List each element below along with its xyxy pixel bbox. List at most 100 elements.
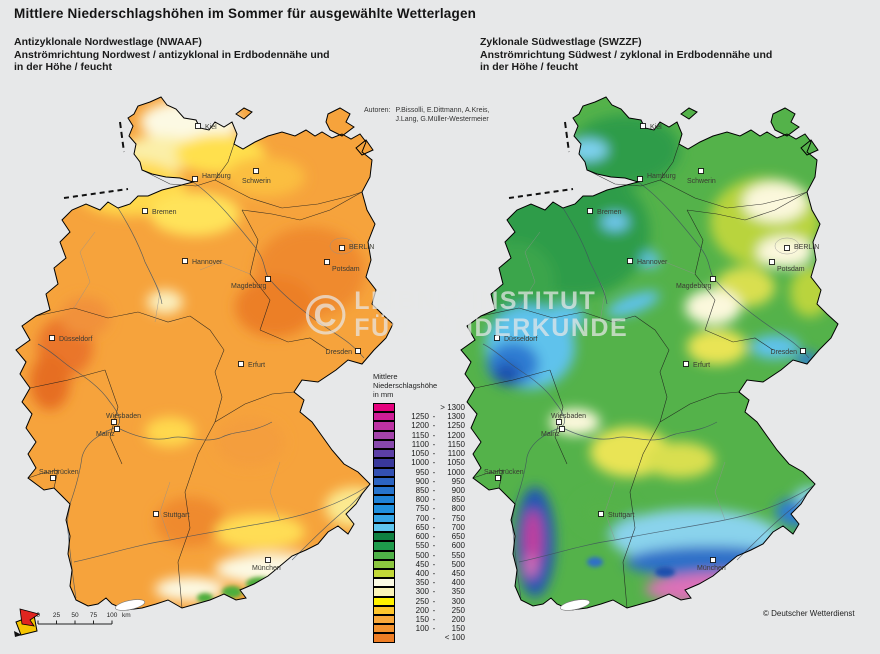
city-marker: [355, 348, 361, 354]
legend-swatch: [373, 596, 395, 606]
left-map-heading-line2: Anströmrichtung Nordwest / antizyklonal …: [14, 48, 330, 61]
left-map-heading-line3: in der Höhe / feucht: [14, 61, 113, 73]
city-label: Düsseldorf: [59, 336, 93, 343]
city-marker: [640, 123, 646, 129]
authors-credit: Autoren: P.Bissolli, E.Dittmann, A.Kreis…: [364, 107, 490, 124]
city-label: Erfurt: [693, 362, 710, 369]
cities-right: Kiel Hamburg Schwerin Bremen BERLIN Potsdam Ha…: [484, 123, 819, 572]
legend-row: 150-200: [373, 615, 473, 625]
city-label: Hamburg: [202, 173, 231, 180]
legend-label: 200-250: [415, 605, 465, 615]
legend-label: 650-700: [415, 522, 465, 532]
right-map-heading-line3: in der Höhe / feucht: [480, 61, 579, 73]
city-label: Düsseldorf: [504, 336, 538, 343]
legend-row: 1050-1100: [373, 449, 473, 459]
city-label: Schwerin: [242, 178, 271, 185]
legend-row: > 1300: [373, 403, 473, 413]
institute-logo-graphic: [14, 608, 40, 637]
city-marker: [49, 335, 55, 341]
city-marker: [339, 245, 345, 251]
right-map-heading-line1: Zyklonale Südwestlage (SWZZF): [480, 36, 642, 48]
city-marker: [587, 208, 593, 214]
city-label: Hannover: [637, 259, 668, 266]
city-label: Dresden: [771, 349, 798, 356]
legend-label: 500-550: [415, 550, 465, 560]
legend-swatch: [373, 495, 395, 505]
city-label: München: [252, 565, 281, 572]
right-map-heading-line2: Anströmrichtung Südwest / zyklonal in Er…: [480, 48, 773, 61]
legend-swatch: [373, 568, 395, 579]
legend-row: 400-450: [373, 568, 473, 579]
city-label: BERLIN: [349, 244, 374, 251]
city-marker: [637, 176, 643, 182]
legend-swatch: [373, 522, 395, 533]
legend-label: 1200-1250: [411, 421, 465, 431]
legend-row: 650-700: [373, 522, 473, 533]
right-map-heading: Zyklonale Südwestlage (SWZZF) Anströmric…: [480, 36, 772, 74]
legend-row: 550-600: [373, 541, 473, 551]
city-marker: [800, 348, 806, 354]
legend-swatch: [373, 578, 395, 588]
city-label: Stuttgart: [608, 512, 635, 519]
legend-row: 300-350: [373, 587, 473, 597]
city-marker: [114, 426, 120, 432]
city-marker: [556, 419, 562, 425]
copyright-notice: © Deutscher Wetterdienst: [763, 609, 855, 618]
legend-row: 850-900: [373, 485, 473, 496]
city-marker: [559, 426, 565, 432]
legend-label: 600-650: [415, 532, 465, 542]
scale-bar-tick-label: 75: [90, 612, 98, 619]
legend-swatch: [373, 532, 395, 542]
legend-swatch: [373, 412, 395, 422]
city-label: Kiel: [650, 124, 662, 131]
legend-row: 1250-1300: [373, 412, 473, 422]
legend-swatch: [373, 403, 395, 413]
legend-swatch: [373, 430, 395, 440]
legend-swatch: [373, 504, 395, 514]
legend-swatch: [373, 624, 395, 634]
city-label: Hannover: [192, 259, 223, 266]
legend-label: 150-200: [415, 615, 465, 625]
legend-rows: > 1300 1250-1300 1200-1250 1150-1200 1100-11…: [373, 403, 473, 644]
legend-swatch: [373, 458, 395, 468]
legend-row: 200-250: [373, 605, 473, 616]
left-map: Kiel Hamburg Schwerin Bremen BERLIN Potsdam Ha…: [5, 87, 405, 625]
legend-swatch: [373, 559, 395, 569]
city-marker: [192, 176, 198, 182]
legend-title: Mittlere Niederschlagshöhe in mm: [373, 372, 438, 399]
city-label: Magdeburg: [676, 283, 712, 290]
city-label: Potsdam: [332, 266, 360, 273]
city-label: Hamburg: [647, 173, 676, 180]
legend-row: 800-850: [373, 495, 473, 505]
legend-label: 1000-1050: [411, 458, 465, 468]
city-marker: [495, 475, 501, 481]
legend-label: 700-750: [415, 513, 465, 523]
city-marker: [324, 259, 330, 265]
city-marker: [769, 259, 775, 265]
city-marker: [238, 361, 244, 367]
legend-row: 600-650: [373, 532, 473, 542]
legend-row: 950-1000: [373, 467, 473, 478]
legend-swatch: [373, 541, 395, 551]
page-title: Mittlere Niederschlagshöhen im Sommer fü…: [14, 6, 477, 21]
city-marker: [50, 475, 56, 481]
city-label: Mainz: [541, 431, 560, 438]
legend-swatch: [373, 449, 395, 459]
city-label: Dresden: [326, 349, 353, 356]
city-marker: [598, 511, 604, 517]
city-label: München: [697, 565, 726, 572]
city-marker: [265, 557, 271, 563]
legend-swatch: [373, 550, 395, 560]
legend-row: 900-950: [373, 476, 473, 487]
city-label: Stuttgart: [163, 512, 190, 519]
city-marker: [265, 276, 271, 282]
cities-left: Kiel Hamburg Schwerin Bremen BERLIN Potsdam Ha…: [39, 123, 374, 572]
legend-row: 450-500: [373, 559, 473, 570]
city-marker: [784, 245, 790, 251]
city-marker: [710, 276, 716, 282]
legend-swatch: [373, 605, 395, 616]
city-label: Wiesbaden: [551, 413, 586, 420]
legend-label: 300-350: [415, 587, 465, 597]
city-marker: [627, 258, 633, 264]
